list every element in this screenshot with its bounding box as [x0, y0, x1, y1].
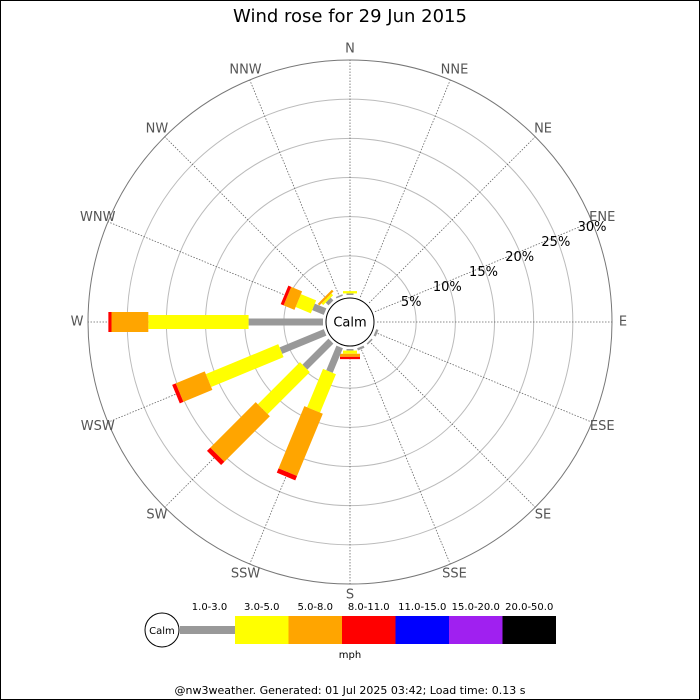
- spoke: [164, 136, 332, 304]
- bar-segment: [307, 368, 336, 413]
- calm-circle: [325, 297, 375, 347]
- footer: @nw3weather. Generated: 01 Jul 2025 03:4…: [175, 684, 526, 697]
- direction-label: NNW: [229, 62, 261, 77]
- legend-label: 20.0-50.0: [505, 602, 553, 613]
- legend-calm: [144, 612, 180, 648]
- r-tick-label: 30%: [578, 220, 607, 235]
- direction-label: SSW: [231, 567, 261, 582]
- bar-segment: [206, 447, 225, 466]
- legend-swatch: [288, 616, 342, 644]
- legend-label: 5.0-8.0: [298, 602, 333, 613]
- bar-segment: [325, 297, 334, 306]
- bar-segment: [276, 468, 298, 481]
- bar-segment: [321, 293, 334, 306]
- legend-label: 3.0-5.0: [244, 602, 279, 613]
- legend-label: 1.0-3.0: [192, 602, 227, 613]
- direction-label: NE: [534, 121, 552, 136]
- direction-label: NW: [146, 121, 169, 136]
- bar-segment: [366, 338, 373, 345]
- bar-segment: [257, 362, 310, 415]
- bar-segment: [210, 402, 270, 462]
- bar-segment: [335, 294, 343, 299]
- legend-label: 11.0-15.0: [398, 602, 446, 613]
- bar-segment: [317, 289, 334, 306]
- bar-segment: [279, 329, 327, 354]
- bar-segment: [205, 344, 284, 388]
- legend-calm-label: Calm: [149, 626, 175, 637]
- spoke: [374, 221, 593, 313]
- direction-label: N: [345, 42, 355, 57]
- spoke: [368, 340, 536, 508]
- direction-label: WNW: [80, 210, 116, 225]
- spoke: [249, 79, 341, 298]
- legend-unit: mph: [339, 650, 361, 661]
- direction-label: SE: [535, 508, 551, 523]
- bar-segment: [283, 286, 303, 310]
- direction-label: NNE: [441, 62, 469, 77]
- legend-swatch: [395, 616, 449, 644]
- spoke: [359, 346, 451, 565]
- legend-swatch: [449, 616, 503, 644]
- legend-swatch: [180, 626, 235, 634]
- r-tick-label: 5%: [401, 295, 422, 310]
- r-tick-label: 25%: [541, 235, 570, 250]
- direction-label: W: [71, 315, 84, 330]
- calm-label: Calm: [333, 316, 366, 331]
- legend-swatch: [502, 616, 556, 644]
- bar-segment: [373, 329, 379, 337]
- rose: N NNE NE ENE E ESE SE SSE S SSW SW WSW W WNW NW NNW 5% 10…: [71, 42, 628, 662]
- bar-segment: [175, 371, 213, 402]
- direction-label: E: [619, 315, 627, 330]
- r-tick-label: 20%: [505, 250, 534, 265]
- spoke: [368, 136, 536, 304]
- r-tick-label: 15%: [469, 265, 498, 280]
- bar-segment: [312, 303, 327, 315]
- bar-segment: [295, 294, 317, 314]
- legend-swatch: [235, 616, 289, 644]
- direction-label: S: [346, 588, 354, 603]
- bar-segment: [172, 383, 184, 404]
- bar-segment: [278, 406, 323, 476]
- bar-segment: [280, 285, 292, 306]
- legend-swatch: [342, 616, 396, 644]
- chart-title: Wind rose for 29 Jun 2015: [233, 6, 467, 27]
- direction-label: ENE: [589, 210, 615, 225]
- legend-label: 8.0-11.0: [348, 602, 390, 613]
- direction-label: SW: [146, 508, 167, 523]
- direction-label: WSW: [81, 419, 115, 434]
- spoke: [359, 79, 451, 298]
- bar-segment: [326, 345, 343, 373]
- spoke: [374, 331, 593, 423]
- direction-label: ESE: [590, 419, 615, 434]
- bar-segment: [302, 338, 334, 370]
- direction-label: SSE: [442, 567, 467, 582]
- r-tick-label: 10%: [433, 280, 462, 295]
- bar-segment: [357, 345, 365, 351]
- legend-label: 15.0-20.0: [452, 602, 500, 613]
